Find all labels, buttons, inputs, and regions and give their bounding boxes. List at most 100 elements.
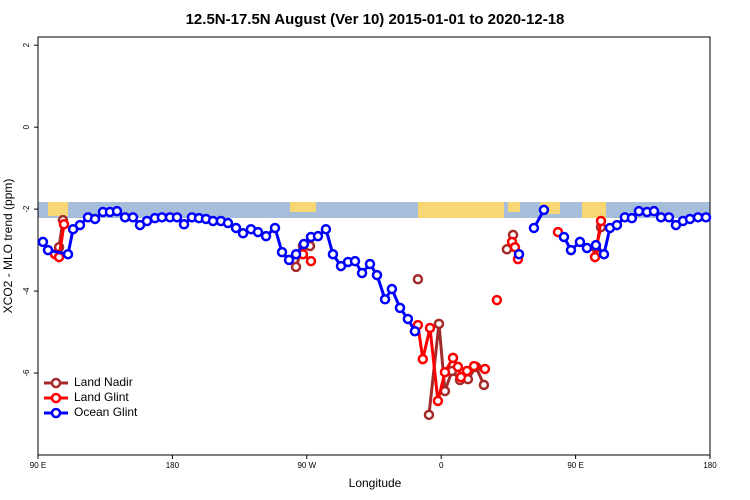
data-point (424, 322, 436, 334)
data-point (479, 363, 491, 375)
data-point (364, 258, 376, 270)
data-point (394, 302, 406, 314)
data-point (491, 294, 503, 306)
data-point (447, 352, 459, 364)
data-point (283, 254, 295, 266)
data-point (42, 244, 54, 256)
data-point (74, 219, 86, 231)
data-point (633, 205, 645, 217)
data-point (412, 273, 424, 285)
data-point (127, 212, 139, 223)
data-point (237, 228, 249, 239)
chart-title: 12.5N-17.5N August (Ver 10) 2015-01-01 t… (186, 11, 565, 28)
y-tick-label: 0 (22, 124, 31, 129)
y-axis-label: XCO2 - MLO trend (ppm) (1, 179, 15, 314)
data-point (222, 217, 234, 229)
data-point (423, 409, 435, 421)
ocean-strip (38, 202, 710, 218)
land-patch (418, 202, 504, 218)
data-point (252, 226, 264, 238)
x-tick-label: 180 (166, 461, 180, 470)
series-line (593, 220, 603, 258)
data-point (439, 366, 451, 378)
data-point (558, 231, 570, 243)
land-patch (582, 202, 606, 218)
data-point (298, 238, 310, 250)
data-point (626, 212, 638, 224)
data-point (178, 219, 190, 230)
data-point (356, 267, 368, 279)
data-point (433, 318, 445, 330)
data-point (590, 239, 602, 251)
data-point (386, 283, 398, 295)
x-tick-label: 180 (703, 461, 717, 470)
data-point (565, 244, 577, 256)
data-point (684, 213, 696, 225)
data-point (611, 219, 623, 231)
data-point (538, 204, 550, 216)
data-point (468, 360, 480, 372)
data-point (290, 248, 302, 260)
x-tick-label: 90 E (30, 461, 46, 470)
legend-marker (50, 392, 62, 404)
data-point (260, 230, 272, 242)
data-point (402, 313, 414, 325)
data-point (513, 248, 525, 260)
data-point (89, 213, 101, 225)
data-point (598, 248, 610, 260)
land-patch (290, 202, 316, 212)
x-tick-label: 0 (439, 461, 444, 470)
data-point (478, 379, 490, 391)
data-point (461, 365, 473, 377)
legend-label: Land Nadir (74, 375, 133, 389)
data-point (417, 353, 429, 365)
data-point (320, 223, 332, 235)
series (37, 204, 712, 337)
data-point (111, 205, 123, 217)
data-point (455, 371, 467, 383)
legend-label: Ocean Glint (74, 405, 138, 419)
data-point (648, 205, 660, 217)
data-point (595, 215, 607, 227)
legend-marker (50, 407, 62, 419)
data-point (312, 230, 324, 242)
data-point (269, 222, 281, 234)
y-tick-label: 2 (22, 42, 31, 47)
data-point (379, 294, 391, 305)
data-point (171, 212, 183, 223)
land-patch (48, 202, 68, 216)
data-point (156, 212, 168, 223)
land-patch (508, 202, 520, 212)
data-point (700, 212, 712, 223)
map-strip (38, 202, 710, 218)
legend-marker (50, 377, 62, 389)
data-point (432, 395, 444, 407)
data-point (452, 361, 464, 373)
y-tick-label: -2 (22, 205, 31, 213)
data-point (58, 219, 70, 230)
data-point (349, 255, 361, 267)
data-point (276, 246, 288, 258)
y-tick-label: -6 (22, 369, 31, 377)
data-point (574, 236, 586, 248)
data-point (589, 251, 601, 263)
data-point (327, 248, 339, 260)
data-point (37, 236, 49, 248)
data-point (663, 212, 675, 223)
data-point (409, 325, 421, 337)
plot-frame (37, 36, 711, 456)
data-point (305, 255, 317, 267)
legend-label: Land Glint (74, 390, 129, 404)
data-point (371, 269, 383, 281)
x-axis-label: Longitude (349, 476, 402, 490)
data-point (62, 248, 74, 260)
x-tick-label: 90 E (567, 461, 583, 470)
series (49, 215, 607, 407)
y-tick-label: -4 (22, 287, 31, 295)
data-point (528, 222, 540, 234)
data-point (230, 222, 242, 234)
data-point (581, 242, 593, 254)
